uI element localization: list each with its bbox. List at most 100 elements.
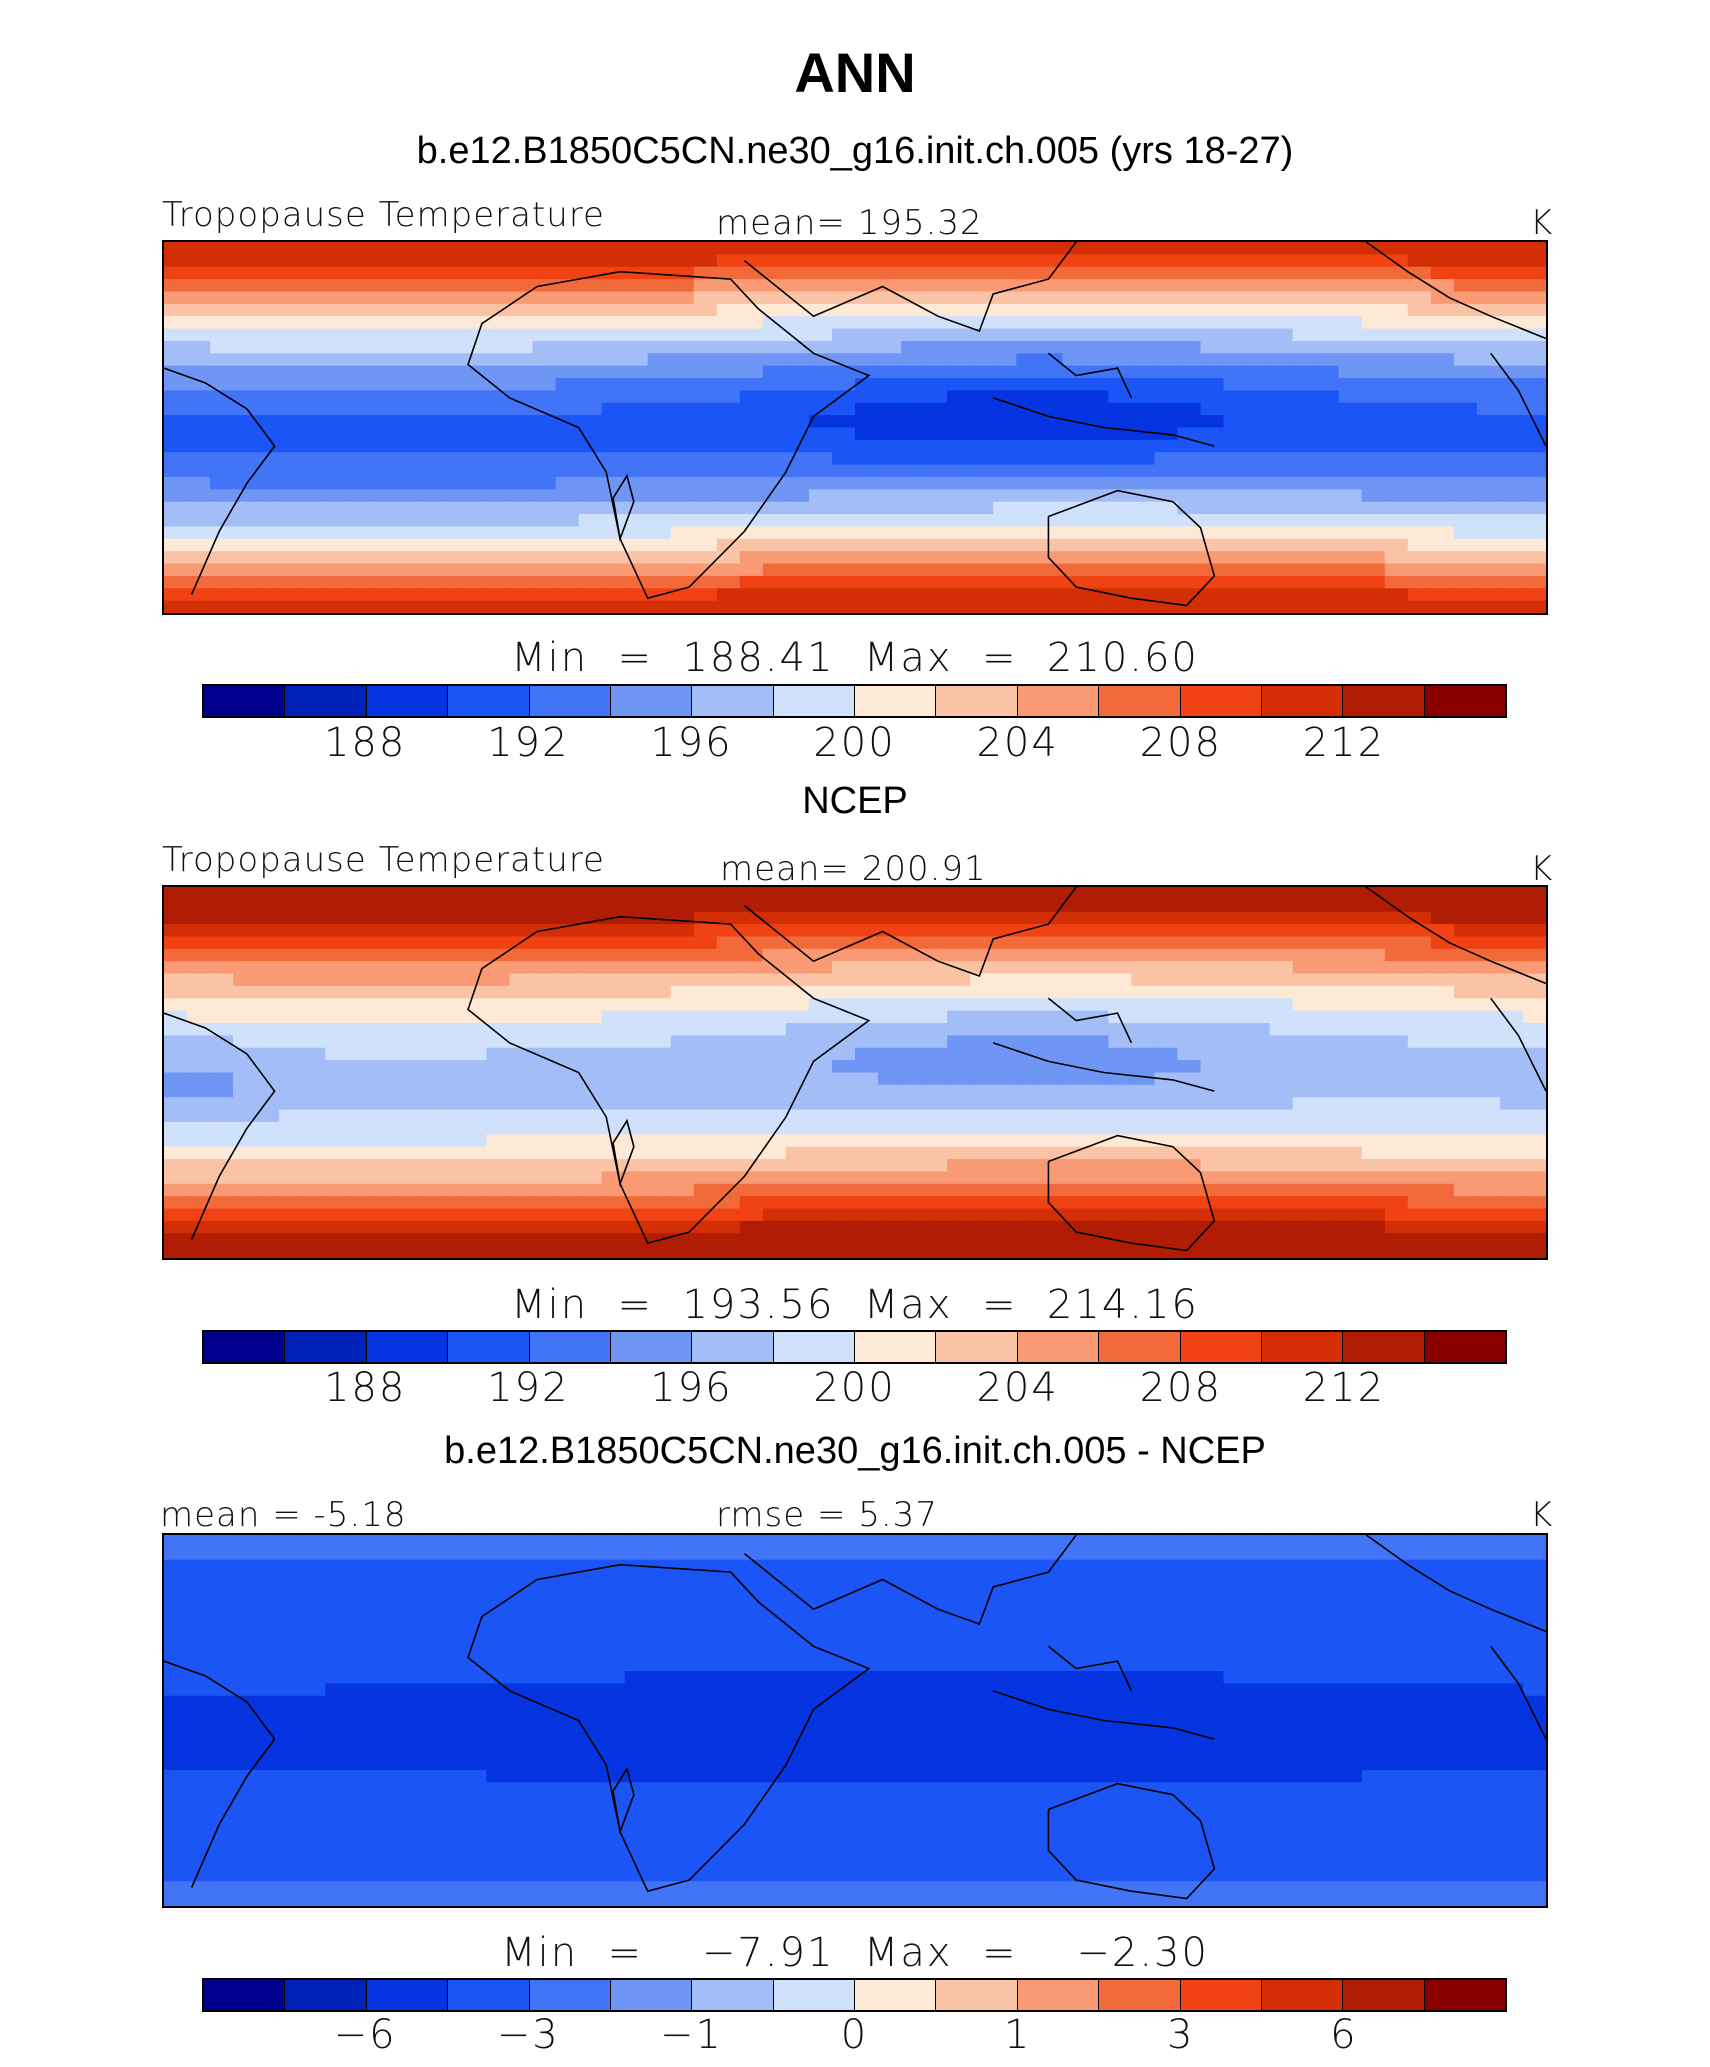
coastline: [612, 473, 635, 542]
coastline: [467, 915, 871, 1245]
colorbar-cell: [692, 1332, 774, 1362]
colorbar-cell: [936, 1332, 1018, 1362]
colorbar-cell: [773, 686, 855, 716]
coastline: [467, 270, 871, 600]
colorbar-tick-label: −6: [333, 2012, 397, 2058]
coastline: [743, 1535, 1077, 1626]
panel-2-title: NCEP: [802, 780, 908, 822]
colorbar-cell: [1343, 1980, 1425, 2010]
coastline: [992, 1690, 1215, 1740]
colorbar-cell: [204, 686, 286, 716]
colorbar-cell: [610, 686, 693, 716]
colorbar-cell: [1343, 686, 1425, 716]
colorbar-cell: [610, 1332, 693, 1362]
coastline: [1365, 242, 1546, 340]
colorbar-tick-label: 3: [1167, 2012, 1195, 2058]
panel-2-mean-label: mean= 200.91: [720, 849, 987, 889]
colorbar-tick-label: 204: [976, 720, 1059, 766]
colorbar-tick-label: 0: [840, 2012, 869, 2058]
coastline: [992, 397, 1215, 447]
colorbar-cell: [610, 1980, 693, 2010]
panel-2-units: K: [1530, 849, 1554, 889]
coastline: [467, 1563, 871, 1893]
colorbar-cell: [1099, 686, 1181, 716]
panel-1-variable-label: Tropopause Temperature: [162, 195, 605, 235]
colorbar-cell: [366, 1332, 449, 1362]
colorbar-cell: [529, 1980, 611, 2010]
panel-3-units: K: [1530, 1495, 1554, 1535]
colorbar-cell: [204, 1332, 286, 1362]
colorbar-tick-label: 208: [1139, 1365, 1222, 1411]
colorbar-cell: [1180, 686, 1262, 716]
coastline: [1047, 352, 1133, 399]
colorbar-cell: [204, 1980, 286, 2010]
colorbar-tick-label: 200: [813, 720, 896, 766]
panel-1-mean-label: mean= 195.32: [716, 203, 983, 243]
colorbar-cell: [1180, 1980, 1262, 2010]
colorbar-cell: [1099, 1980, 1181, 2010]
figure-title: ANN: [794, 41, 916, 104]
panel-1-title: b.e12.B1850C5CN.ne30_g16.init.ch.005 (yr…: [416, 130, 1294, 172]
colorbar-cell: [1180, 1332, 1262, 1362]
colorbar-tick-label: 1: [1003, 2012, 1032, 2058]
colorbar-cell: [855, 1980, 937, 2010]
colorbar-tick-label: −3: [496, 2012, 560, 2058]
panel-1-units: K: [1530, 203, 1554, 243]
colorbar-cell: [285, 1980, 367, 2010]
coastline: [1047, 1645, 1133, 1692]
panel-2-contour-map: [164, 887, 1546, 1258]
colorbar-cell: [773, 1980, 855, 2010]
panel-3-map: [162, 1533, 1548, 1908]
colorbar-cell: [692, 1980, 774, 2010]
colorbar-tick-label: 188: [323, 720, 407, 766]
coastline: [743, 242, 1077, 333]
colorbar-tick-label: 192: [487, 720, 570, 766]
colorbar-cell: [1261, 1332, 1344, 1362]
panel-3-contour-map: [164, 1535, 1546, 1906]
colorbar-cell: [1017, 686, 1100, 716]
colorbar-cell: [692, 686, 774, 716]
colorbar-tick-label: 192: [487, 1365, 570, 1411]
coastline: [743, 887, 1077, 978]
colorbar-cell: [1343, 1332, 1425, 1362]
coastline: [1047, 997, 1133, 1044]
panel-1-map: [162, 240, 1548, 615]
coastline: [1490, 1645, 1546, 1740]
panel-3-title: b.e12.B1850C5CN.ne30_g16.init.ch.005 - N…: [444, 1430, 1266, 1472]
colorbar-tick-label: 200: [813, 1365, 896, 1411]
colorbar-tick-label: −1: [659, 2012, 723, 2058]
panel-3-rmse-label: rmse = 5.37: [716, 1495, 938, 1535]
colorbar-cell: [529, 1332, 611, 1362]
colorbar-tick-label: 212: [1302, 720, 1386, 766]
panel-1-contour-map: [164, 242, 1546, 613]
panel-2-colorbar: [202, 1330, 1507, 1364]
colorbar-cell: [448, 1980, 530, 2010]
panel-1-colorbar: [202, 684, 1507, 718]
colorbar-cell: [1424, 1980, 1505, 2010]
panel-1-minmax: Min = 188.41 Max = 210.60: [511, 635, 1199, 681]
coastline: [1365, 887, 1546, 985]
panel-2-variable-label: Tropopause Temperature: [162, 840, 605, 880]
colorbar-tick-label: 196: [650, 720, 733, 766]
colorbar-tick-label: 208: [1139, 720, 1222, 766]
colorbar-cell: [1099, 1332, 1181, 1362]
colorbar-cell: [366, 1980, 449, 2010]
coastline: [1047, 1782, 1216, 1900]
coastline: [164, 1660, 276, 1888]
colorbar-cell: [448, 686, 530, 716]
panel-2-map: [162, 885, 1548, 1260]
colorbar-tick-label: 188: [323, 1365, 407, 1411]
colorbar-cell: [936, 1980, 1018, 2010]
coastline: [164, 1012, 276, 1240]
colorbar-cell: [773, 1332, 855, 1362]
panel-3-minmax: Min = −7.91 Max = −2.30: [501, 1930, 1209, 1976]
coastline: [612, 1118, 635, 1187]
colorbar-cell: [1424, 1332, 1505, 1362]
colorbar-tick-label: 212: [1302, 1365, 1386, 1411]
colorbar-cell: [366, 686, 449, 716]
coastline: [1490, 997, 1546, 1092]
panel-2-minmax: Min = 193.56 Max = 214.16: [511, 1282, 1199, 1328]
panel-3-mean-label: mean = -5.18: [160, 1495, 407, 1535]
colorbar-cell: [448, 1332, 530, 1362]
panel-3-colorbar: [202, 1978, 1507, 2012]
